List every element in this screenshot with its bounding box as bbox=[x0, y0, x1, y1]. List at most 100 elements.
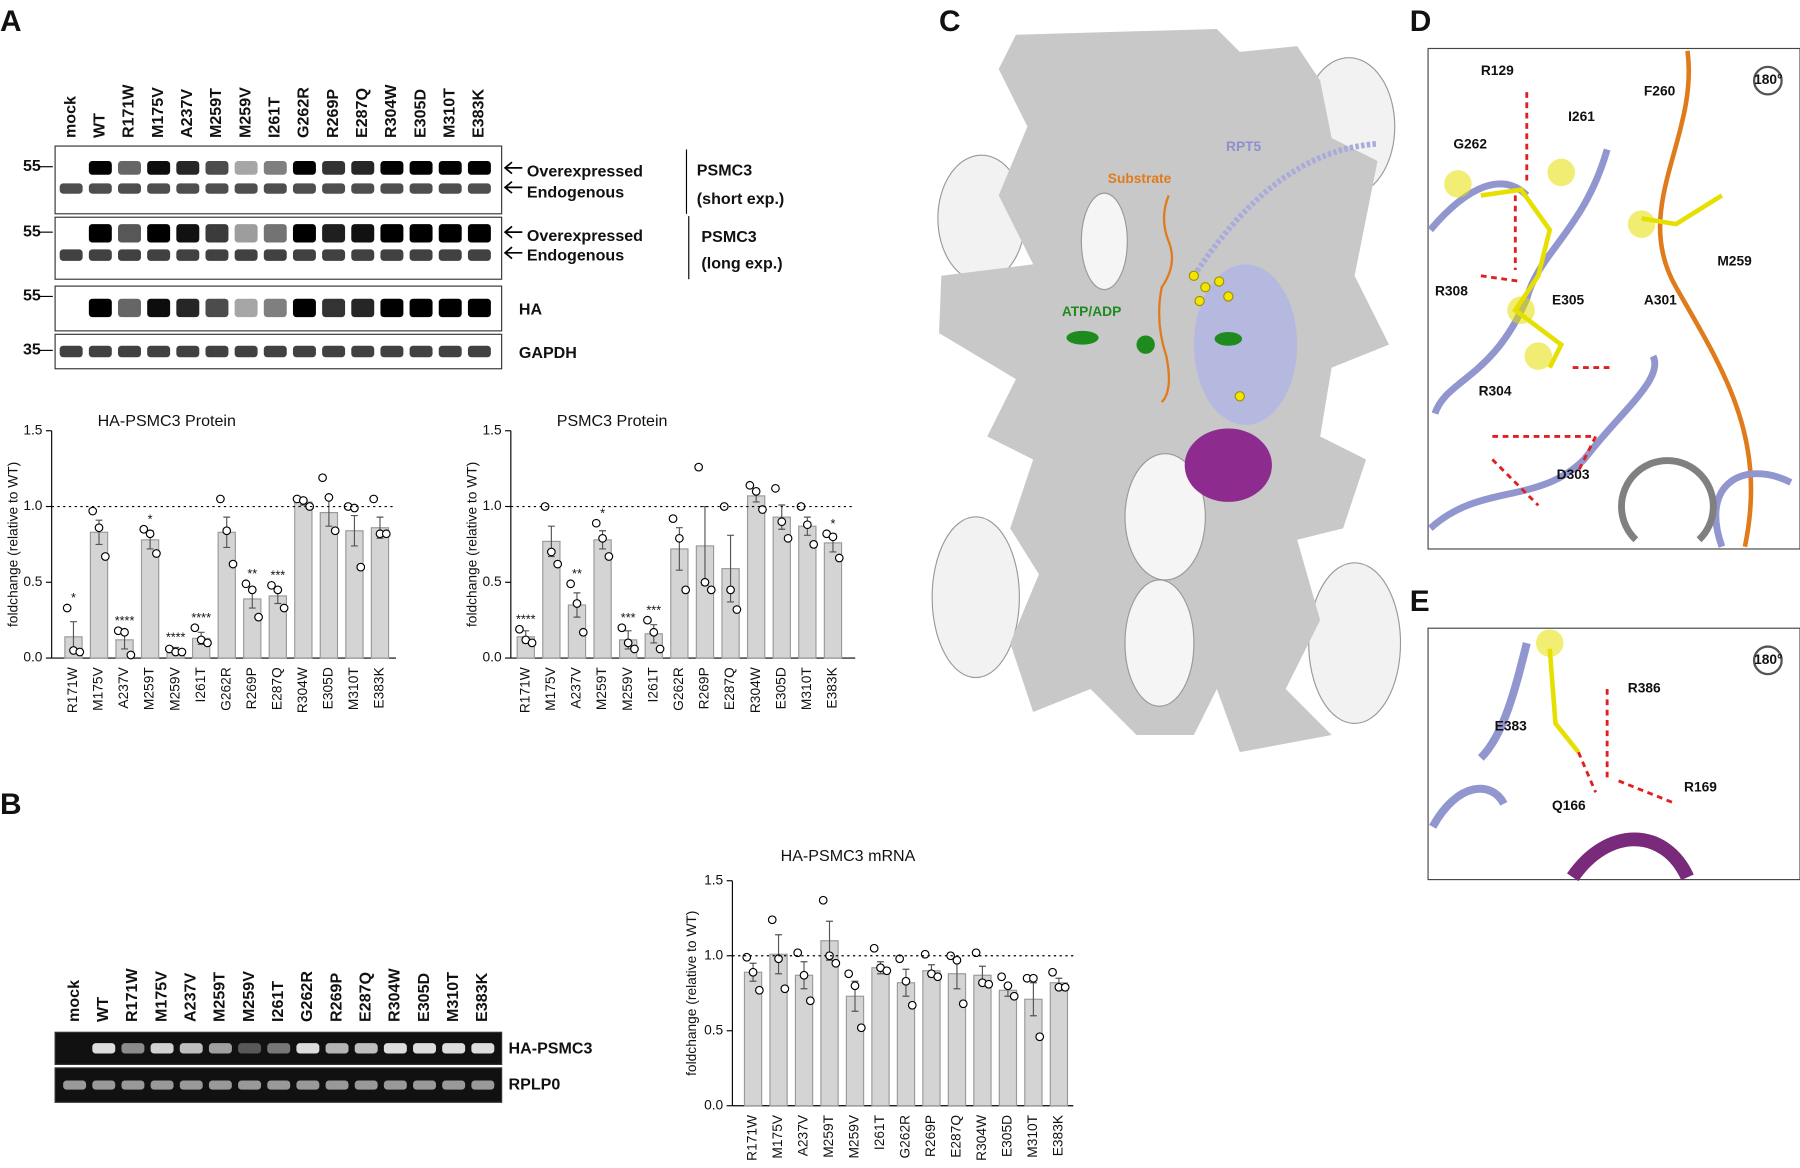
band bbox=[234, 345, 258, 358]
band bbox=[150, 1080, 174, 1090]
x-tick-label: E287Q bbox=[949, 1115, 964, 1158]
x-tick-label: M259T bbox=[142, 667, 157, 710]
hbonds bbox=[1577, 689, 1677, 806]
band bbox=[351, 160, 375, 175]
x-tick-label: R304W bbox=[295, 667, 310, 713]
replicate-dot bbox=[623, 638, 633, 648]
replicate-dot bbox=[247, 585, 257, 595]
band bbox=[147, 224, 171, 243]
replicate-dot bbox=[298, 496, 308, 505]
lane-label: R304W bbox=[382, 84, 400, 138]
replicate-dot bbox=[305, 502, 315, 511]
structure-d: 180° R129 I261 F260 G262 M259 R308 E305 … bbox=[1427, 47, 1800, 550]
blot-label: PSMC3 bbox=[701, 228, 756, 246]
x-tick-label: E383K bbox=[1051, 1114, 1066, 1156]
y-tick-label: 0.0 bbox=[23, 650, 42, 665]
significance-label: **** bbox=[115, 614, 135, 628]
band bbox=[409, 224, 433, 243]
band bbox=[380, 160, 404, 175]
arrow bbox=[503, 161, 523, 194]
replicate-dot bbox=[882, 966, 892, 976]
replicate-dot bbox=[997, 972, 1006, 982]
replicate-dot bbox=[834, 553, 844, 563]
band bbox=[118, 345, 141, 358]
ribbon bbox=[1618, 457, 1717, 543]
band bbox=[176, 160, 200, 175]
replicate-dot bbox=[228, 559, 238, 569]
band bbox=[179, 1043, 203, 1054]
x-tick-label: E305D bbox=[1000, 1115, 1015, 1157]
y-tick-label: 1.0 bbox=[483, 498, 502, 513]
band bbox=[351, 298, 375, 318]
band bbox=[351, 249, 375, 261]
bar bbox=[1049, 982, 1069, 1107]
lane-label: WT bbox=[91, 113, 109, 138]
residue-label: Q166 bbox=[1552, 798, 1586, 813]
replicate-dot bbox=[604, 552, 614, 561]
x-tick-label: I261T bbox=[872, 1114, 887, 1150]
band bbox=[442, 1043, 466, 1054]
x-tick-label: G262R bbox=[671, 667, 686, 711]
residue-label: D303 bbox=[1557, 467, 1590, 482]
x-tick-label: R171W bbox=[745, 1115, 760, 1161]
band bbox=[438, 345, 462, 358]
error-bar bbox=[350, 515, 358, 547]
band bbox=[380, 345, 404, 358]
significance-label: * bbox=[148, 512, 153, 526]
y-axis-label: foldchange (relative to WT) bbox=[5, 462, 20, 627]
band bbox=[205, 345, 229, 358]
surface-section bbox=[939, 28, 1390, 753]
residue-label: R169 bbox=[1684, 779, 1717, 794]
replicate-dot bbox=[1035, 1032, 1045, 1042]
panel-frame bbox=[1427, 47, 1800, 550]
bar bbox=[370, 527, 390, 659]
band bbox=[467, 345, 491, 358]
y-tick-label: 0.0 bbox=[483, 650, 502, 665]
band bbox=[263, 183, 287, 194]
replicate-dot bbox=[241, 579, 251, 589]
band bbox=[59, 249, 83, 261]
residue-label: R304 bbox=[1479, 383, 1512, 398]
band bbox=[121, 1043, 145, 1054]
band bbox=[147, 249, 171, 261]
lane-label: M259V bbox=[236, 87, 254, 138]
band bbox=[150, 1043, 174, 1054]
x-tick-label: R171W bbox=[65, 667, 80, 713]
band bbox=[147, 345, 171, 358]
lane-label: R171W bbox=[123, 968, 141, 1022]
x-tick-label: M310T bbox=[1025, 1114, 1040, 1157]
replicate-dot bbox=[643, 615, 652, 625]
band bbox=[263, 345, 287, 358]
lane-label: A237V bbox=[182, 973, 200, 1022]
replicate-dot bbox=[515, 624, 524, 634]
replicate-dot bbox=[971, 948, 981, 958]
band bbox=[351, 224, 375, 243]
x-tick-label: G262R bbox=[218, 667, 233, 711]
band bbox=[205, 183, 229, 194]
band bbox=[176, 249, 200, 261]
replicate-dot bbox=[566, 579, 576, 589]
significance-label: *** bbox=[270, 568, 285, 582]
blot-label: PSMC3 bbox=[697, 162, 752, 180]
chart-title: PSMC3 Protein bbox=[557, 412, 668, 430]
lane-label: M259T bbox=[207, 88, 225, 138]
replicate-dot bbox=[572, 599, 582, 608]
bar bbox=[871, 967, 890, 1107]
band bbox=[176, 224, 200, 243]
x-tick-label: R304W bbox=[748, 667, 763, 713]
band bbox=[88, 249, 112, 261]
x-tick-label: R171W bbox=[517, 667, 532, 713]
x-tick-label: R304W bbox=[974, 1115, 989, 1161]
replicate-dot bbox=[984, 979, 994, 989]
replicate-dot bbox=[62, 603, 72, 613]
replicate-dot bbox=[216, 494, 225, 504]
bar bbox=[769, 953, 788, 1107]
band bbox=[292, 298, 316, 318]
y-tick-label: 1.5 bbox=[483, 422, 502, 437]
residue-label: I261 bbox=[1568, 109, 1595, 124]
band bbox=[467, 160, 491, 175]
band bbox=[179, 1080, 203, 1090]
band bbox=[208, 1080, 232, 1090]
replicate-dot bbox=[668, 514, 678, 523]
